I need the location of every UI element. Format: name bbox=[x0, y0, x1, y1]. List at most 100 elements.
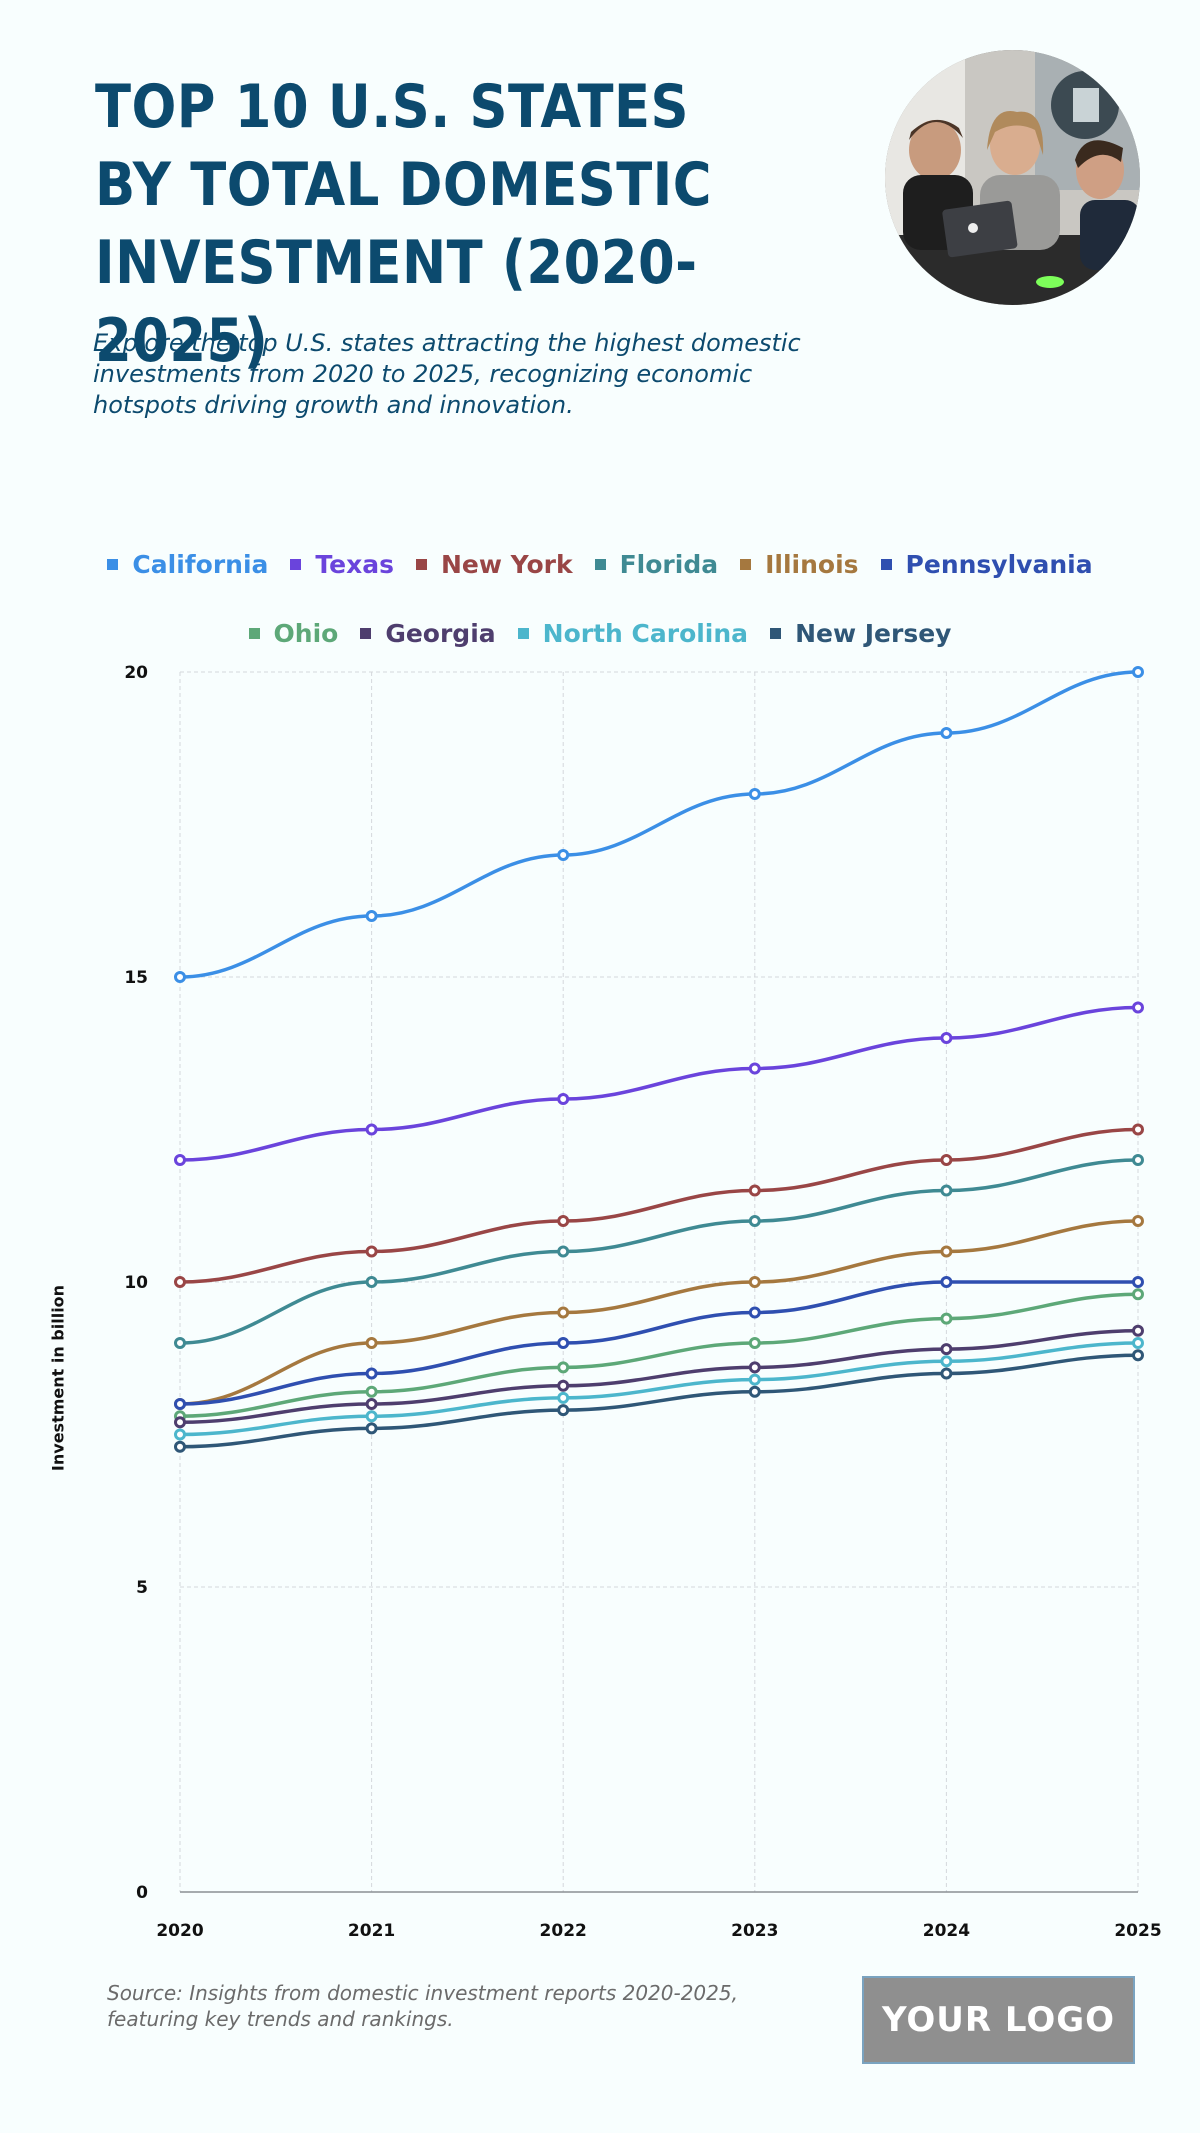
legend-item-new-jersey: New Jersey bbox=[770, 619, 951, 648]
data-point-georgia bbox=[557, 1379, 570, 1392]
legend-item-pennsylvania: Pennsylvania bbox=[880, 550, 1093, 579]
legend-swatch bbox=[107, 559, 119, 570]
data-point-pennsylvania bbox=[557, 1337, 570, 1349]
data-point-new-york bbox=[365, 1245, 378, 1258]
legend-label: New Jersey bbox=[795, 619, 952, 648]
data-point-new-jersey bbox=[174, 1440, 186, 1453]
data-point-texas bbox=[557, 1093, 570, 1105]
data-point-new-jersey bbox=[940, 1367, 953, 1380]
legend-swatch bbox=[290, 559, 302, 570]
x-tick-label: 2022 bbox=[540, 1921, 587, 1941]
legend-item-north-carolina: North Carolina bbox=[517, 619, 749, 648]
data-point-california bbox=[557, 849, 570, 861]
x-tick-label: 2023 bbox=[731, 1921, 778, 1941]
data-point-north-carolina bbox=[365, 1410, 378, 1423]
data-point-florida bbox=[557, 1245, 570, 1258]
data-point-florida bbox=[748, 1215, 761, 1227]
legend-swatch bbox=[248, 628, 260, 639]
series-line-new-york bbox=[179, 1127, 1139, 1284]
data-point-new-jersey bbox=[365, 1422, 378, 1435]
logo-placeholder: YOUR LOGO bbox=[862, 1976, 1135, 2064]
data-point-georgia bbox=[748, 1361, 761, 1374]
data-point-california bbox=[748, 788, 761, 800]
legend-label: Texas bbox=[315, 550, 394, 579]
data-point-texas bbox=[365, 1123, 378, 1136]
data-point-ohio bbox=[940, 1312, 953, 1325]
series-line-north-carolina bbox=[179, 1341, 1139, 1437]
legend-label: Georgia bbox=[385, 619, 496, 648]
data-point-new-york bbox=[748, 1184, 761, 1197]
y-tick-label: 15 bbox=[124, 968, 148, 988]
data-point-pennsylvania bbox=[174, 1398, 186, 1410]
legend-row-1: California Texas New York Florida Illino… bbox=[0, 550, 1200, 579]
data-point-california bbox=[365, 910, 378, 922]
series-line-pennsylvania bbox=[179, 1280, 1138, 1406]
data-point-illinois bbox=[940, 1245, 953, 1258]
legend-swatch bbox=[740, 559, 752, 570]
data-point-new-york bbox=[557, 1215, 570, 1227]
series-line-california bbox=[179, 670, 1139, 979]
legend-label: California bbox=[132, 550, 269, 579]
legend-item-california: California bbox=[107, 550, 268, 579]
series-line-georgia bbox=[179, 1329, 1139, 1425]
data-point-georgia bbox=[940, 1343, 953, 1356]
series-line-texas bbox=[179, 1005, 1139, 1162]
series-line-illinois bbox=[179, 1219, 1139, 1406]
team-photo bbox=[885, 50, 1140, 305]
x-tick-label: 2020 bbox=[156, 1921, 203, 1941]
data-point-texas bbox=[1132, 1001, 1144, 1014]
data-point-new-jersey bbox=[557, 1404, 570, 1417]
legend-label: New York bbox=[440, 550, 573, 579]
legend-swatch bbox=[517, 628, 529, 639]
legend-item-new-york: New York bbox=[415, 550, 573, 579]
data-point-new-jersey bbox=[748, 1385, 761, 1398]
data-point-florida bbox=[174, 1337, 186, 1349]
data-point-north-carolina bbox=[748, 1373, 761, 1386]
data-point-california bbox=[1132, 666, 1144, 678]
data-point-texas bbox=[940, 1032, 953, 1044]
x-tick-label: 2025 bbox=[1114, 1921, 1161, 1941]
series-line-ohio bbox=[179, 1292, 1139, 1418]
legend-swatch bbox=[770, 628, 782, 639]
data-point-new-york bbox=[940, 1154, 953, 1166]
data-point-new-jersey bbox=[1132, 1349, 1144, 1362]
legend-label: Illinois bbox=[765, 550, 859, 579]
data-point-georgia bbox=[1132, 1324, 1144, 1337]
legend-item-georgia: Georgia bbox=[360, 619, 496, 648]
data-point-texas bbox=[748, 1062, 761, 1075]
data-point-texas bbox=[174, 1154, 186, 1166]
data-point-north-carolina bbox=[1132, 1337, 1144, 1349]
data-point-illinois bbox=[748, 1276, 761, 1288]
legend-label: Pennsylvania bbox=[905, 550, 1093, 579]
source-note: Source: Insights from domestic investmen… bbox=[107, 1981, 738, 2031]
data-point-ohio bbox=[1132, 1288, 1144, 1301]
y-tick-label: 0 bbox=[136, 1883, 148, 1903]
data-point-ohio bbox=[748, 1337, 761, 1349]
legend-swatch bbox=[415, 559, 427, 570]
legend-label: Ohio bbox=[273, 619, 339, 648]
data-point-illinois bbox=[557, 1306, 570, 1319]
legend-item-illinois: Illinois bbox=[740, 550, 859, 579]
data-point-florida bbox=[1132, 1154, 1144, 1166]
data-point-new-york bbox=[1132, 1123, 1144, 1136]
legend-row-2: Ohio Georgia North Carolina New Jersey bbox=[0, 619, 1200, 648]
legend-item-ohio: Ohio bbox=[248, 619, 339, 648]
data-point-florida bbox=[940, 1184, 953, 1197]
series-line-new-jersey bbox=[179, 1353, 1139, 1449]
data-point-georgia bbox=[365, 1398, 378, 1410]
data-point-north-carolina bbox=[940, 1355, 953, 1368]
data-point-illinois bbox=[1132, 1215, 1144, 1227]
y-tick-label: 20 bbox=[124, 663, 148, 683]
data-point-california bbox=[174, 971, 186, 983]
y-tick-label: 10 bbox=[124, 1273, 148, 1293]
y-axis-title: Investment in billion bbox=[48, 1284, 68, 1472]
data-point-pennsylvania bbox=[940, 1276, 953, 1288]
series-line-florida bbox=[179, 1158, 1139, 1345]
legend-label: North Carolina bbox=[542, 619, 749, 648]
data-point-pennsylvania bbox=[748, 1306, 761, 1319]
data-point-new-york bbox=[174, 1276, 186, 1288]
legend-item-texas: Texas bbox=[290, 550, 394, 579]
legend-swatch bbox=[594, 559, 606, 570]
y-tick-label: 5 bbox=[136, 1578, 148, 1598]
